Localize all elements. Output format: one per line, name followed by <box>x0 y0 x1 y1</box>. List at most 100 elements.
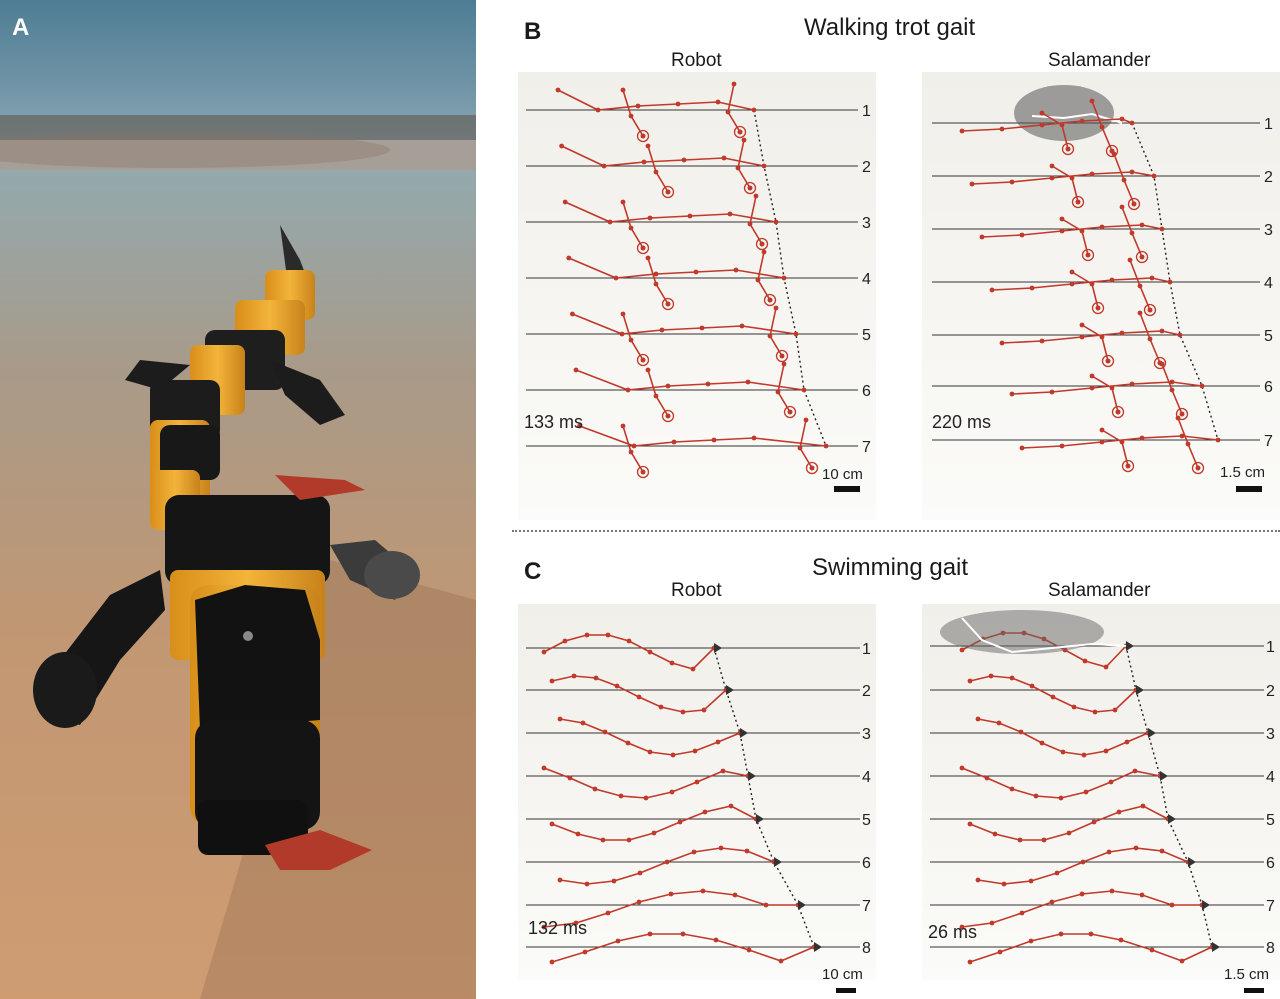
c-robot-body-1-joint-6 <box>669 660 675 666</box>
b-robot-spine-6-joint-0 <box>573 367 579 373</box>
c-sal-body-3-joint-3 <box>1039 740 1045 746</box>
panel-c-salamander-scale-label: 1.5 cm <box>1224 966 1270 983</box>
b-robot-leg-a-5 <box>622 313 644 361</box>
c-robot-body-7-joint-5 <box>700 888 706 894</box>
c-robot-row-label-3: 3 <box>862 726 871 743</box>
b-robot-leg-b-2-joint-0 <box>741 137 747 143</box>
b-robot-leg-a-7-joint-1 <box>628 449 634 455</box>
b-sal-foot-a-5 <box>1101 354 1115 368</box>
b-sal-spine-5-joint-4 <box>1159 328 1165 334</box>
b-sal-row-label-3: 3 <box>1264 222 1273 239</box>
b-robot-foot-b-1 <box>733 125 747 139</box>
c-sal-animal-skeleton <box>961 617 1127 654</box>
b-sal-foot-a-1-dot <box>1065 146 1071 152</box>
panel-b-salamander-label: Salamander <box>1048 50 1151 71</box>
b-robot-leg-b-6-joint-1 <box>775 389 781 395</box>
b-robot-leg-b-2 <box>737 139 751 189</box>
b-robot-spine-2-joint-5 <box>761 163 767 169</box>
b-sal-spine-6-joint-5 <box>1199 383 1205 389</box>
b-robot-foot-a-3-dot <box>640 245 646 251</box>
panel-c-salamander-time: 26 ms <box>928 922 978 942</box>
b-sal-leg-b-1-joint-1 <box>1099 124 1105 130</box>
c-robot-body-3-joint-2 <box>602 729 608 735</box>
b-robot-spine-4-joint-2 <box>653 271 659 277</box>
c-sal-body-6-joint-6 <box>1133 845 1139 851</box>
b-sal-leg-a-4 <box>1071 271 1099 309</box>
b-robot-foot-a-5 <box>636 353 650 367</box>
b-robot-foot-a-4-dot <box>665 301 671 307</box>
b-robot-leg-a-1 <box>622 89 644 137</box>
panel-b-letter: B <box>524 18 542 45</box>
c-sal-body-2-joint-4 <box>1050 694 1056 700</box>
b-robot-foot-b-3 <box>755 237 769 251</box>
c-robot-head-path <box>713 647 815 948</box>
b-sal-spine-7-joint-3 <box>1139 435 1145 441</box>
c-sal-head-marker-8 <box>1212 942 1220 952</box>
panel-c-robot-traces: 1 2 3 4 5 6 7 8 <box>526 632 871 965</box>
b-sal-spine-5-joint-0 <box>999 340 1005 346</box>
panel-b-salamander-scale-label: 1.5 cm <box>1220 464 1266 481</box>
c-robot-body-7-joint-2 <box>605 910 611 916</box>
c-robot-body-5-joint-6 <box>702 809 708 815</box>
c-robot-body-2-joint-2 <box>593 675 599 681</box>
b-robot-leg-b-3-joint-0 <box>753 193 759 199</box>
panel-c-robot-scale-bar <box>836 988 856 993</box>
c-robot-head-marker-1 <box>714 643 722 653</box>
c-robot-body-2-joint-3 <box>614 683 620 689</box>
panel-b-robot-time: 133 ms <box>524 412 584 432</box>
b-robot-spine-5-joint-1 <box>619 331 625 337</box>
c-sal-body-3 <box>977 718 1149 756</box>
c-sal-row-label-2: 2 <box>1266 683 1275 700</box>
c-robot-body-8-joint-0 <box>549 959 555 965</box>
b-sal-leg-a-6-joint-1 <box>1109 385 1115 391</box>
c-robot-body-5-joint-0 <box>549 821 555 827</box>
b-sal-spine-4-joint-1 <box>1029 285 1035 291</box>
b-sal-leg-a-1-joint-0 <box>1039 110 1045 116</box>
b-sal-spine-2-joint-2 <box>1049 175 1055 181</box>
b-sal-foot-b-4 <box>1143 303 1157 317</box>
b-sal-spine-2-joint-4 <box>1129 169 1135 175</box>
c-robot-body-5-joint-7 <box>728 803 734 809</box>
c-sal-body-8-joint-4 <box>1088 931 1094 937</box>
c-robot-head-marker-4 <box>748 771 756 781</box>
b-sal-leg-a-6-joint-0 <box>1089 373 1095 379</box>
c-robot-body-3-joint-1 <box>580 720 586 726</box>
c-sal-body-8 <box>969 933 1213 963</box>
b-robot-spine-2-joint-0 <box>559 143 564 149</box>
b-sal-foot-a-3 <box>1081 248 1095 262</box>
c-robot-body-6-joint-6 <box>718 845 724 851</box>
b-sal-spine-5-joint-1 <box>1039 338 1045 344</box>
b-robot-leg-b-1 <box>727 83 741 133</box>
b-robot-spine-1-joint-4 <box>715 99 721 105</box>
c-sal-body-2-joint-7 <box>1112 707 1118 713</box>
c-sal-body-1-joint-7 <box>1103 664 1109 670</box>
panel-b-salamander-scale-bar <box>1236 486 1262 492</box>
panel-c-salamander-traces: 1 2 3 4 5 6 7 8 <box>930 610 1275 965</box>
b-robot-spine-7-joint-4 <box>751 435 757 441</box>
b-robot-leg-a-3 <box>622 201 644 249</box>
b-sal-spine-6-joint-0 <box>1009 391 1015 397</box>
c-robot-body-3-joint-7 <box>715 739 721 745</box>
c-sal-row-label-1: 1 <box>1266 639 1275 656</box>
b-sal-spine-4-joint-4 <box>1149 275 1155 281</box>
panel-b-salamander-time: 220 ms <box>932 412 992 432</box>
c-sal-body-2-joint-1 <box>988 673 994 679</box>
b-sal-foot-b-7-dot <box>1195 465 1201 471</box>
c-sal-row-label-6: 6 <box>1266 855 1275 872</box>
c-robot-body-4 <box>543 767 749 799</box>
b-robot-spine-1-joint-3 <box>675 101 681 107</box>
b-sal-spine-4-joint-3 <box>1109 277 1115 283</box>
c-robot-body-6-joint-3 <box>637 870 643 876</box>
b-robot-foot-a-7 <box>636 465 650 479</box>
b-robot-foot-b-5-dot <box>779 353 785 359</box>
robot-beach-photo: A <box>0 0 476 999</box>
b-robot-spine-7 <box>579 425 827 447</box>
b-robot-foot-a-1-dot <box>640 133 646 139</box>
b-sal-foot-a-4 <box>1091 301 1105 315</box>
b-sal-foot-a-7 <box>1121 459 1135 473</box>
b-sal-spine-4-joint-5 <box>1167 279 1173 285</box>
b-robot-spine-2-joint-3 <box>681 157 687 163</box>
b-robot-spine-1-joint-0 <box>555 87 561 93</box>
c-sal-body-7-joint-7 <box>1169 902 1175 908</box>
b-robot-spine-5 <box>572 313 797 335</box>
